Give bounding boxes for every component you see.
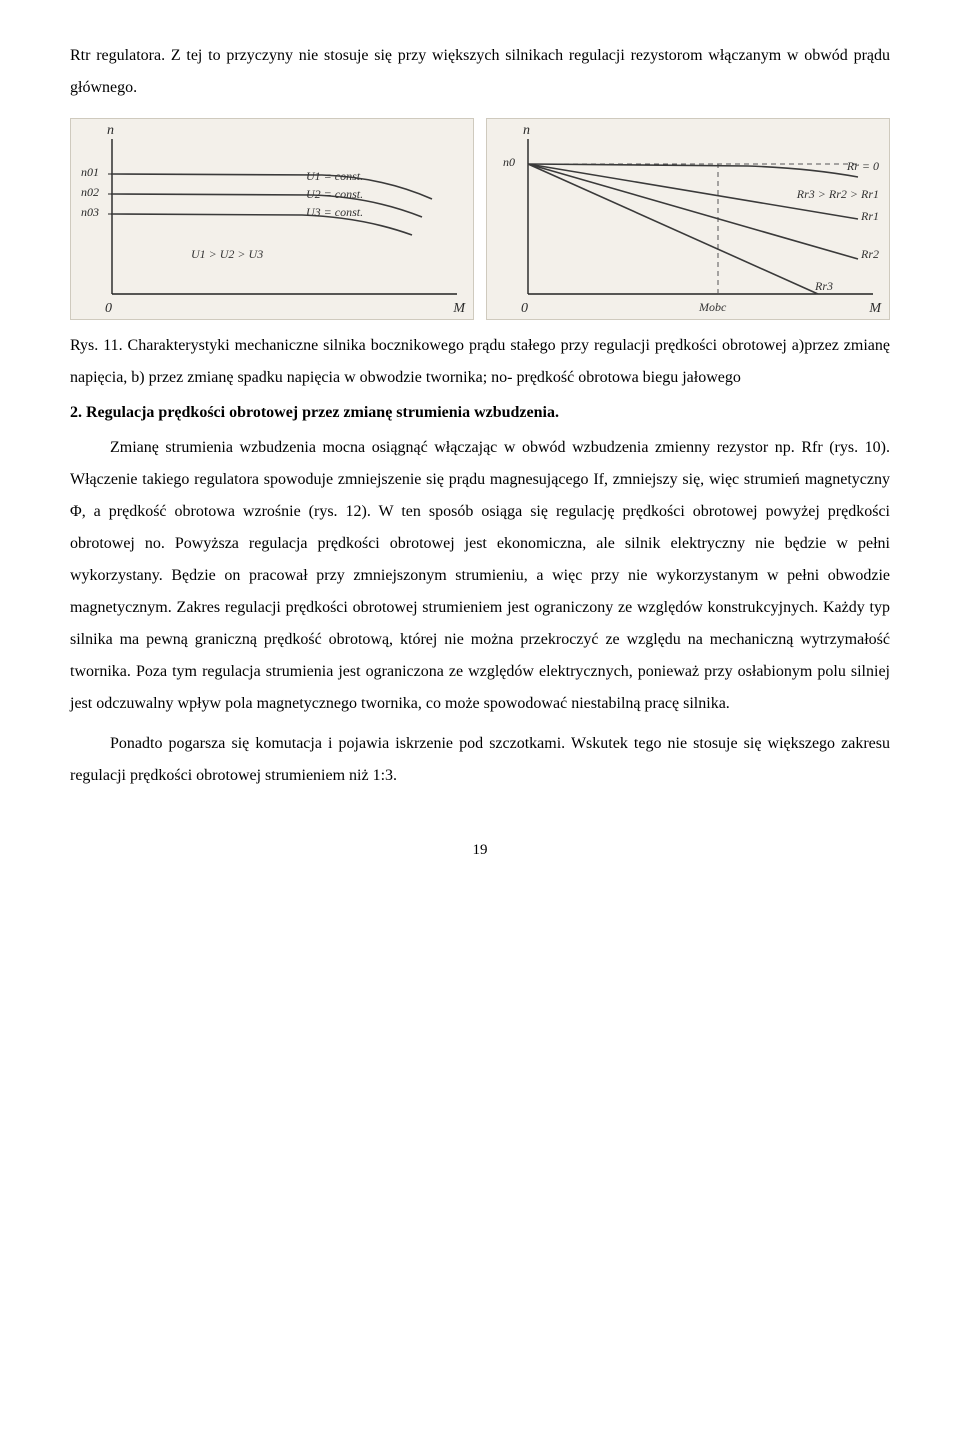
fig-a-ytick-1: n01 — [81, 165, 99, 180]
page-container: Rtr regulatora. Z tej to przyczyny nie s… — [0, 0, 960, 919]
fig-b-curve-0: Rr = 0 — [847, 159, 879, 174]
fig-a-anno-2: U2 = const. — [306, 187, 363, 202]
caption-prefix: Rys. 11. — [70, 337, 123, 354]
fig-a-anno-3: U3 = const. — [306, 205, 363, 220]
fig-a-ytick-3: n03 — [81, 205, 99, 220]
section-heading: 2. Regulacja prędkości obrotowej przez z… — [70, 404, 890, 422]
fig-a-anno-1: U1 = const. — [306, 169, 363, 184]
caption-text: Charakterystyki mechaniczne silnika bocz… — [70, 337, 890, 386]
fig-b-condition: Rr3 > Rr2 > Rr1 — [797, 187, 879, 202]
fig-b-x-label: M — [869, 301, 881, 317]
figure-a: n M 0 n01 n02 n03 U1 = const. U2 = const… — [70, 118, 474, 320]
intro-paragraph: Rtr regulatora. Z tej to przyczyny nie s… — [70, 40, 890, 104]
figure-b: n M 0 n0 Mobc Rr = 0 Rr1 Rr2 Rr3 Rr3 > R… — [486, 118, 890, 320]
fig-b-y-label: n — [523, 123, 530, 139]
fig-b-ytick: n0 — [503, 155, 515, 170]
fig-b-curve-1: Rr1 — [861, 209, 879, 224]
fig-b-xtick: Mobc — [699, 300, 726, 315]
figure-row: n M 0 n01 n02 n03 U1 = const. U2 = const… — [70, 118, 890, 320]
body-paragraph-1: Zmianę strumienia wzbudzenia mocna osiąg… — [70, 432, 890, 720]
fig-b-curve-2: Rr2 — [861, 247, 879, 262]
body-paragraph-2: Ponadto pogarsza się komutacja i pojawia… — [70, 728, 890, 792]
page-number: 19 — [70, 842, 890, 859]
fig-b-origin: 0 — [521, 301, 528, 317]
fig-a-ytick-2: n02 — [81, 185, 99, 200]
fig-b-curve-3: Rr3 — [815, 279, 833, 294]
fig-a-origin: 0 — [105, 301, 112, 317]
fig-a-condition: U1 > U2 > U3 — [191, 247, 263, 262]
figure-caption: Rys. 11. Charakterystyki mechaniczne sil… — [70, 330, 890, 394]
fig-a-y-label: n — [107, 123, 114, 139]
fig-a-x-label: M — [453, 301, 465, 317]
